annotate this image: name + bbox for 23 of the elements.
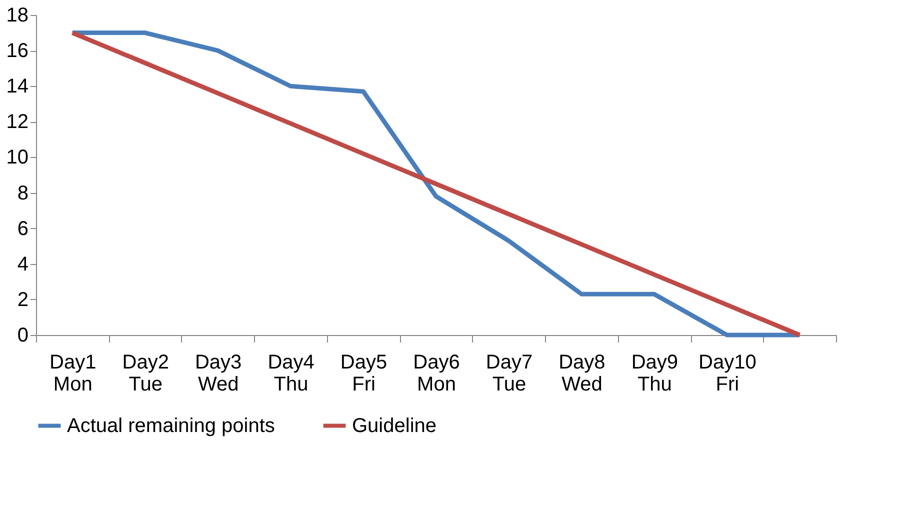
y-tick-label: 2	[17, 288, 28, 311]
y-tick-label: 8	[17, 182, 28, 204]
y-tick-label: 10	[6, 146, 28, 169]
y-tick-label: 12	[6, 111, 28, 134]
y-tick-label: 18	[6, 4, 28, 26]
y-tick-label: 0	[17, 324, 28, 346]
x-tick-label: Day2 Tue	[122, 352, 169, 396]
legend-label: Guideline	[352, 414, 437, 437]
y-tick-label: 16	[6, 40, 28, 62]
x-tick-label: Day8 Wed	[558, 352, 606, 396]
x-tick-label: Day5 Fri	[340, 352, 388, 396]
y-tick-label: 4	[17, 253, 28, 276]
y-tick-label: 6	[17, 218, 28, 240]
x-tick-label: Day10 Fri	[698, 352, 756, 396]
legend-label: Actual remaining points	[67, 414, 275, 437]
line-series	[70, 30, 802, 338]
x-tick-label: Day9 Thu	[631, 352, 678, 396]
x-tick-label: Day6 Mon	[413, 352, 460, 396]
x-tick-label: Day1 Mon	[50, 352, 96, 396]
x-tick-label: Day3 Wed	[194, 352, 242, 396]
y-tick-label: 14	[6, 76, 28, 98]
x-tick-label: Day7 Tue	[486, 352, 533, 396]
x-tick-label: Day4 Thu	[268, 352, 314, 396]
